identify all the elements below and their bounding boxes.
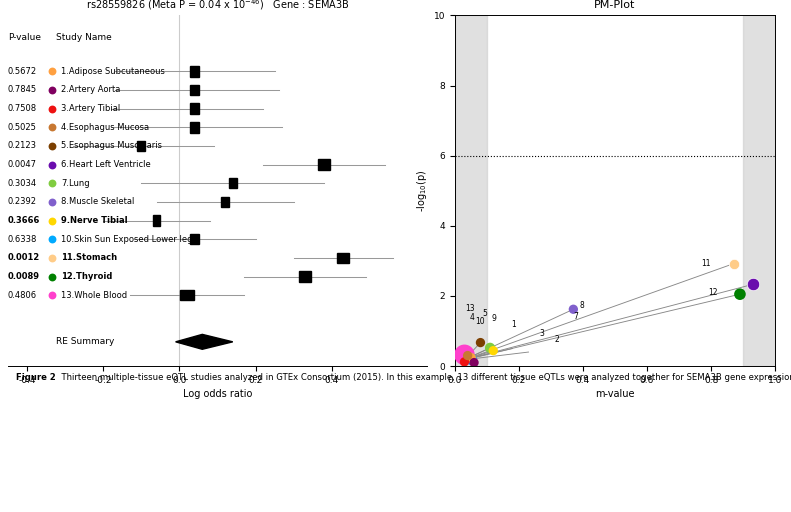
Point [733, 290, 746, 298]
Bar [153, 216, 161, 226]
Text: P-value: P-value [8, 33, 41, 42]
Text: 12: 12 [708, 288, 717, 297]
Point [458, 358, 471, 366]
Text: Thirteen multiple-tissue eQTL studies analyzed in GTEx Consortium (2015). In thi: Thirteen multiple-tissue eQTL studies an… [55, 373, 791, 381]
Bar [190, 234, 199, 244]
Text: 5.Esophagus Muscularis: 5.Esophagus Muscularis [61, 141, 162, 151]
Point [45, 235, 58, 243]
Bar [300, 271, 311, 282]
Point [45, 179, 58, 187]
Point [484, 344, 497, 352]
Text: 0.3666: 0.3666 [8, 216, 40, 225]
Bar [221, 197, 229, 207]
X-axis label: m-value: m-value [596, 389, 634, 399]
Text: 8: 8 [580, 301, 585, 310]
Text: 9: 9 [492, 314, 497, 323]
Y-axis label: -log$_{10}$(p): -log$_{10}$(p) [415, 169, 430, 212]
Text: 9.Nerve Tibial: 9.Nerve Tibial [61, 216, 128, 225]
Text: 0.2123: 0.2123 [8, 141, 37, 151]
Text: 0.6338: 0.6338 [8, 234, 37, 244]
Point [461, 351, 474, 359]
Point [45, 123, 58, 132]
Point [45, 254, 58, 262]
Text: 1.Adipose Subcutaneous: 1.Adipose Subcutaneous [61, 67, 165, 76]
Text: 13.Whole Blood: 13.Whole Blood [61, 291, 127, 300]
Text: 8.Muscle Skeletal: 8.Muscle Skeletal [61, 198, 134, 206]
Point [747, 280, 759, 288]
Point [45, 160, 58, 168]
Point [45, 291, 58, 300]
Bar [180, 290, 194, 301]
Bar [229, 178, 237, 188]
Text: 0.5025: 0.5025 [8, 123, 37, 132]
Text: 0.0089: 0.0089 [8, 272, 40, 281]
Text: 0.2392: 0.2392 [8, 198, 37, 206]
Text: 13: 13 [465, 304, 475, 313]
Point [727, 260, 740, 268]
Point [487, 347, 500, 355]
Bar [191, 85, 199, 95]
X-axis label: Log odds ratio: Log odds ratio [183, 389, 252, 399]
Text: Study Name: Study Name [55, 33, 112, 42]
Text: RE Summary: RE Summary [55, 337, 114, 346]
Point [45, 86, 58, 94]
Text: 0.7508: 0.7508 [8, 104, 37, 113]
Bar [190, 66, 199, 77]
Text: 12.Thyroid: 12.Thyroid [61, 272, 112, 281]
Point [45, 198, 58, 206]
Text: 2: 2 [554, 335, 559, 344]
Text: 0.0047: 0.0047 [8, 160, 37, 169]
Point [464, 355, 477, 363]
Point [45, 142, 58, 150]
Text: 0.0012: 0.0012 [8, 253, 40, 262]
Text: 7.Lung: 7.Lung [61, 179, 90, 188]
Text: 10: 10 [475, 317, 485, 326]
Text: 6.Heart Left Ventricle: 6.Heart Left Ventricle [61, 160, 151, 169]
Text: 0.5672: 0.5672 [8, 67, 37, 76]
Text: 0.7845: 0.7845 [8, 86, 37, 95]
Point [567, 305, 580, 313]
Text: 0.3034: 0.3034 [8, 179, 37, 188]
Text: 1: 1 [511, 320, 516, 329]
Title: PM-Plot: PM-Plot [594, 1, 636, 10]
Title: rs28559826 (Meta P = 0.04 x 10$^{-46}$)   Gene : SEMA3B: rs28559826 (Meta P = 0.04 x 10$^{-46}$) … [85, 0, 350, 12]
Text: 11: 11 [702, 259, 711, 268]
Point [474, 338, 486, 347]
Polygon shape [176, 334, 233, 349]
Point [45, 272, 58, 281]
Point [467, 358, 480, 367]
Bar [455, 15, 487, 366]
Bar [743, 15, 775, 366]
Point [458, 351, 471, 359]
Text: 3: 3 [539, 329, 544, 338]
Text: 4: 4 [469, 313, 474, 322]
Point [45, 217, 58, 225]
Text: Figure 2: Figure 2 [16, 373, 55, 381]
Point [464, 354, 477, 362]
Text: 2.Artery Aorta: 2.Artery Aorta [61, 86, 121, 95]
Text: 10.Skin Sun Exposed Lower leg: 10.Skin Sun Exposed Lower leg [61, 234, 193, 244]
Text: 3.Artery Tibial: 3.Artery Tibial [61, 104, 120, 113]
Text: 0.4806: 0.4806 [8, 291, 37, 300]
Text: 7: 7 [573, 312, 578, 321]
Point [45, 104, 58, 113]
Bar [337, 252, 350, 263]
Text: 5: 5 [482, 309, 487, 318]
Text: 11.Stomach: 11.Stomach [61, 253, 117, 262]
Bar [138, 141, 145, 151]
Text: 4.Esophagus Mucosa: 4.Esophagus Mucosa [61, 123, 149, 132]
Bar [318, 159, 331, 170]
Bar [190, 122, 199, 133]
Point [45, 67, 58, 75]
Bar [191, 103, 199, 114]
